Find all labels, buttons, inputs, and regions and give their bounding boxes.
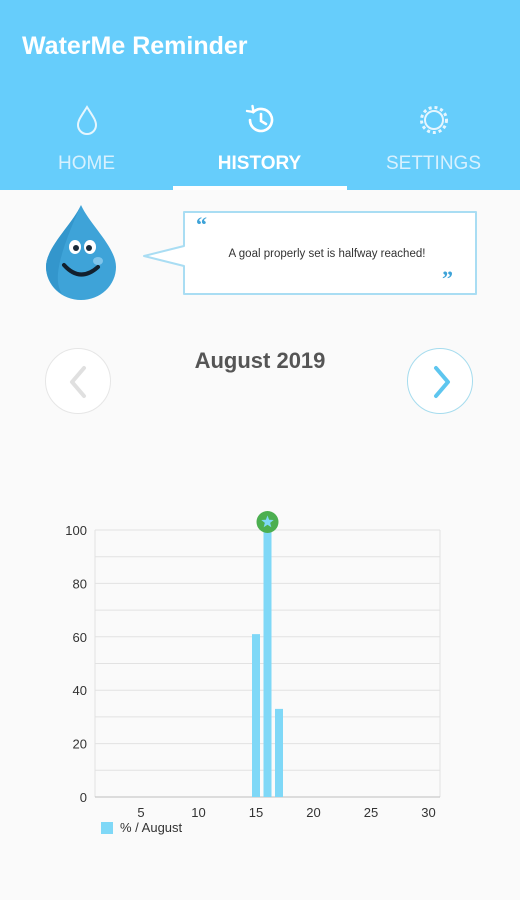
y-tick-label: 60 — [73, 630, 87, 645]
bar-day-16 — [263, 530, 272, 797]
history-icon — [245, 104, 273, 133]
tab-history[interactable]: HISTORY — [173, 95, 346, 190]
speech-bubble: “ ” — [143, 211, 477, 295]
x-tick-label: 20 — [306, 805, 320, 820]
x-tick-label: 10 — [191, 805, 205, 820]
bar-day-17 — [275, 708, 283, 797]
tab-indicator — [173, 186, 347, 190]
goal-reached-star-icon — [256, 511, 279, 533]
x-tick-label: 15 — [249, 805, 263, 820]
daily-intake-chart: 0 20 40 60 80 100 5 10 15 20 25 30 — [65, 511, 441, 820]
x-tick-label: 25 — [364, 805, 378, 820]
y-tick-label: 100 — [65, 523, 87, 538]
app-title: WaterMe Reminder — [22, 32, 248, 60]
tab-home[interactable]: HOME — [0, 95, 173, 190]
tab-home-label: HOME — [58, 153, 115, 174]
y-tick-label: 80 — [73, 576, 87, 591]
legend-label: % / August — [120, 820, 183, 835]
y-tick-label: 20 — [73, 737, 87, 752]
next-month-button[interactable] — [407, 348, 473, 414]
motivational-quote: A goal properly set is halfway reached! — [228, 248, 426, 260]
chevron-right-icon — [434, 366, 450, 398]
svg-text:“: “ — [196, 212, 207, 237]
water-drop-mascot — [46, 205, 116, 300]
chevron-left-icon — [70, 366, 86, 398]
y-tick-label: 40 — [73, 683, 87, 698]
svg-text:”: ” — [442, 266, 453, 291]
legend-swatch — [101, 822, 113, 834]
month-label: August 2019 — [194, 348, 326, 373]
app-bar: WaterMe Reminder HOME HISTORY SETTINGS — [0, 0, 520, 190]
gear-icon — [419, 106, 448, 134]
bar-day-15 — [252, 634, 260, 797]
y-tick-label: 0 — [80, 790, 87, 805]
tab-settings-label: SETTINGS — [385, 153, 481, 174]
drop-icon — [76, 105, 97, 135]
x-tick-label: 5 — [137, 805, 144, 820]
tab-settings[interactable]: SETTINGS — [347, 95, 520, 190]
x-tick-label: 30 — [421, 805, 435, 820]
previous-month-button[interactable] — [45, 348, 111, 414]
tab-history-label: HISTORY — [217, 153, 302, 174]
